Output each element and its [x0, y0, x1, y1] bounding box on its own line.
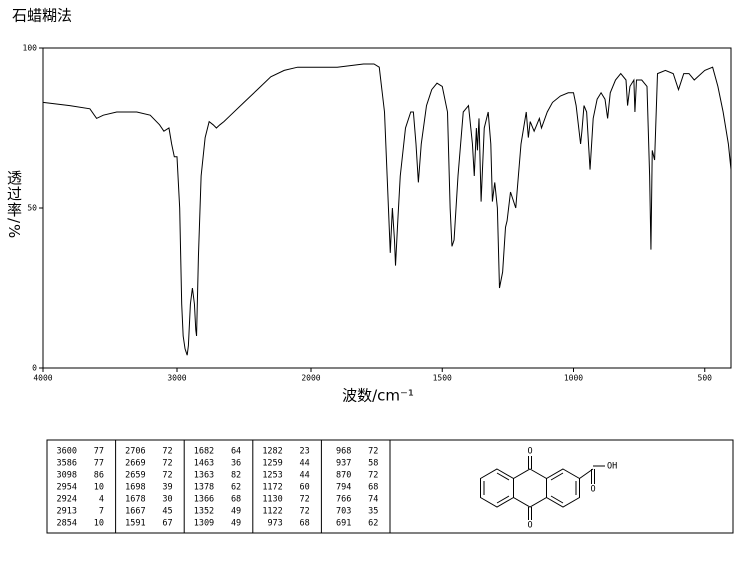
peak-transmittance: 62 — [368, 519, 378, 529]
peak-transmittance: 72 — [300, 495, 310, 505]
peak-wavenumber: 2954 — [57, 483, 77, 493]
atom-label: O — [527, 521, 532, 531]
y-tick-label: 50 — [27, 204, 37, 213]
peak-wavenumber: 1698 — [125, 483, 145, 493]
peak-wavenumber: 1363 — [194, 471, 214, 481]
x-tick-label: 2000 — [301, 374, 320, 383]
peak-wavenumber: 794 — [336, 483, 351, 493]
peak-transmittance: 49 — [231, 519, 241, 529]
peak-wavenumber: 968 — [336, 447, 351, 457]
peak-transmittance: 72 — [162, 459, 172, 469]
peak-transmittance: 4 — [99, 495, 104, 505]
peak-wavenumber: 1309 — [194, 519, 214, 529]
x-axis-label: 波数/cm⁻¹ — [342, 387, 414, 405]
peak-wavenumber: 1130 — [262, 495, 282, 505]
peak-transmittance: 49 — [231, 507, 241, 517]
y-tick-label: 0 — [32, 364, 37, 373]
peak-wavenumber: 1366 — [194, 495, 214, 505]
peak-transmittance: 64 — [231, 447, 241, 457]
molecule — [480, 456, 605, 520]
peak-wavenumber: 1591 — [125, 519, 145, 529]
peak-wavenumber: 1378 — [194, 483, 214, 493]
atom-label: O — [590, 485, 595, 495]
chart-title: 石蜡糊法 — [12, 7, 72, 25]
peak-transmittance: 36 — [231, 459, 241, 469]
y-axis-label: 透过率/% — [5, 170, 23, 240]
peak-wavenumber: 3586 — [57, 459, 77, 469]
plot-frame — [42, 47, 732, 369]
peak-transmittance: 77 — [94, 459, 104, 469]
peak-wavenumber: 870 — [336, 471, 351, 481]
x-tick-label: 500 — [698, 374, 713, 383]
peak-wavenumber: 1259 — [262, 459, 282, 469]
x-tick-label: 4000 — [33, 374, 52, 383]
peak-transmittance: 35 — [368, 507, 378, 517]
atom-label: O — [527, 447, 532, 457]
peak-wavenumber: 3098 — [57, 471, 77, 481]
peak-transmittance: 72 — [368, 447, 378, 457]
peak-transmittance: 58 — [368, 459, 378, 469]
peak-transmittance: 39 — [162, 483, 172, 493]
peak-wavenumber: 1463 — [194, 459, 214, 469]
peak-wavenumber: 1122 — [262, 507, 282, 517]
peak-transmittance: 7 — [99, 507, 104, 517]
peak-transmittance: 30 — [162, 495, 172, 505]
peak-wavenumber: 2924 — [57, 495, 77, 505]
spectrum-line — [42, 63, 732, 356]
peak-wavenumber: 2913 — [57, 507, 77, 517]
peak-wavenumber: 1352 — [194, 507, 214, 517]
peak-wavenumber: 1282 — [262, 447, 282, 457]
peak-transmittance: 45 — [162, 507, 172, 517]
peak-wavenumber: 2854 — [57, 519, 77, 529]
peak-table-frame — [46, 439, 734, 534]
peak-wavenumber: 973 — [267, 519, 282, 529]
peak-transmittance: 60 — [300, 483, 310, 493]
peak-transmittance: 44 — [300, 471, 310, 481]
peak-wavenumber: 1678 — [125, 495, 145, 505]
peak-wavenumber: 2669 — [125, 459, 145, 469]
x-tick-label: 1000 — [564, 374, 583, 383]
peak-transmittance: 23 — [300, 447, 310, 457]
peak-transmittance: 10 — [94, 483, 104, 493]
peak-transmittance: 10 — [94, 519, 104, 529]
peak-wavenumber: 1682 — [194, 447, 214, 457]
peak-wavenumber: 691 — [336, 519, 351, 529]
y-tick-label: 100 — [23, 44, 38, 53]
peak-wavenumber: 2706 — [125, 447, 145, 457]
peak-transmittance: 86 — [94, 471, 104, 481]
atom-label: OH — [607, 462, 617, 472]
peak-transmittance: 82 — [231, 471, 241, 481]
peak-wavenumber: 937 — [336, 459, 351, 469]
peak-transmittance: 44 — [300, 459, 310, 469]
peak-wavenumber: 1667 — [125, 507, 145, 517]
peak-transmittance: 72 — [162, 471, 172, 481]
peak-transmittance: 62 — [231, 483, 241, 493]
x-tick-label: 3000 — [167, 374, 186, 383]
peak-transmittance: 72 — [162, 447, 172, 457]
peak-transmittance: 77 — [94, 447, 104, 457]
peak-wavenumber: 766 — [336, 495, 351, 505]
x-tick-label: 1500 — [433, 374, 452, 383]
peak-transmittance: 72 — [300, 507, 310, 517]
peak-wavenumber: 1253 — [262, 471, 282, 481]
peak-transmittance: 67 — [162, 519, 172, 529]
peak-wavenumber: 1172 — [262, 483, 282, 493]
peak-transmittance: 74 — [368, 495, 378, 505]
peak-transmittance: 68 — [300, 519, 310, 529]
peak-wavenumber: 2659 — [125, 471, 145, 481]
peak-transmittance: 72 — [368, 471, 378, 481]
peak-wavenumber: 3600 — [57, 447, 77, 457]
peak-transmittance: 68 — [368, 483, 378, 493]
peak-wavenumber: 703 — [336, 507, 351, 517]
peak-transmittance: 68 — [231, 495, 241, 505]
